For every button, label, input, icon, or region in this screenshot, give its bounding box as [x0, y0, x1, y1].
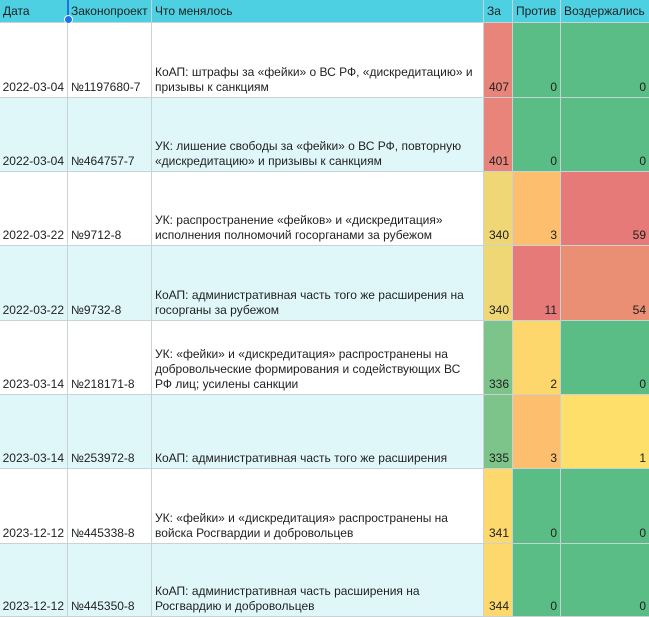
- date-cell[interactable]: 2022-03-22: [0, 172, 68, 246]
- header-vozd[interactable]: Воздержались: [561, 0, 649, 23]
- bill-cell[interactable]: №9712-8: [68, 172, 152, 246]
- table-row: 2022-03-22 №9712-8 УК: распространение «…: [0, 172, 649, 246]
- protiv-cell[interactable]: 2: [513, 321, 561, 395]
- date-cell[interactable]: 2022-03-04: [0, 23, 68, 98]
- table-row: 2023-03-14 №218171-8 УК: «фейки» и «диск…: [0, 321, 649, 395]
- table-row: 2023-12-12 №445338-8 УК: «фейки» и «диск…: [0, 469, 649, 544]
- za-cell[interactable]: 341: [484, 469, 513, 544]
- protiv-cell[interactable]: 0: [513, 98, 561, 172]
- bill-cell[interactable]: №253972-8: [68, 395, 152, 469]
- header-za[interactable]: За: [484, 0, 513, 23]
- za-cell[interactable]: 344: [484, 544, 513, 617]
- za-cell[interactable]: 335: [484, 395, 513, 469]
- bill-cell[interactable]: №218171-8: [68, 321, 152, 395]
- what-cell[interactable]: КоАП: административная часть того же рас…: [152, 395, 484, 469]
- bill-cell[interactable]: №445338-8: [68, 469, 152, 544]
- za-cell[interactable]: 407: [484, 23, 513, 98]
- vozd-cell[interactable]: 0: [561, 321, 649, 395]
- what-cell[interactable]: КоАП: административная часть того же рас…: [152, 246, 484, 321]
- za-cell[interactable]: 340: [484, 172, 513, 246]
- header-row: Дата Законопроект Что менялось За Против…: [0, 0, 649, 23]
- header-protiv[interactable]: Против: [513, 0, 561, 23]
- date-cell[interactable]: 2022-03-22: [0, 246, 68, 321]
- date-cell[interactable]: 2022-03-04: [0, 98, 68, 172]
- what-cell[interactable]: КоАП: штрафы за «фейки» о ВС РФ, «дискре…: [152, 23, 484, 98]
- protiv-cell[interactable]: 3: [513, 395, 561, 469]
- protiv-cell[interactable]: 11: [513, 246, 561, 321]
- za-cell[interactable]: 401: [484, 98, 513, 172]
- header-what[interactable]: Что менялось: [152, 0, 484, 23]
- date-cell[interactable]: 2023-03-14: [0, 395, 68, 469]
- what-cell[interactable]: УК: «фейки» и «дискредитация» распростра…: [152, 321, 484, 395]
- vozd-cell[interactable]: 54: [561, 246, 649, 321]
- vozd-cell[interactable]: 1: [561, 395, 649, 469]
- vozd-cell[interactable]: 59: [561, 172, 649, 246]
- za-cell[interactable]: 336: [484, 321, 513, 395]
- protiv-cell[interactable]: 0: [513, 469, 561, 544]
- protiv-cell[interactable]: 3: [513, 172, 561, 246]
- what-cell[interactable]: УК: «фейки» и «дискредитация» распростра…: [152, 469, 484, 544]
- what-cell[interactable]: УК: распространение «фейков» и «дискреди…: [152, 172, 484, 246]
- table-row: 2022-03-04 №1197680-7 КоАП: штрафы за «ф…: [0, 23, 649, 98]
- table-row: 2022-03-22 №9732-8 КоАП: административна…: [0, 246, 649, 321]
- table-row: 2022-03-04 №464757-7 УК: лишение свободы…: [0, 98, 649, 172]
- column-resize-handle[interactable]: [67, 0, 69, 18]
- header-bill[interactable]: Законопроект: [68, 0, 152, 23]
- date-cell[interactable]: 2023-12-12: [0, 544, 68, 617]
- za-cell[interactable]: 340: [484, 246, 513, 321]
- what-cell[interactable]: УК: лишение свободы за «фейки» о ВС РФ, …: [152, 98, 484, 172]
- header-date[interactable]: Дата: [0, 0, 68, 23]
- date-cell[interactable]: 2023-12-12: [0, 469, 68, 544]
- date-cell[interactable]: 2023-03-14: [0, 321, 68, 395]
- bill-cell[interactable]: №1197680-7: [68, 23, 152, 98]
- bill-cell[interactable]: №9732-8: [68, 246, 152, 321]
- bill-cell[interactable]: №445350-8: [68, 544, 152, 617]
- what-cell[interactable]: КоАП: административная часть расширения …: [152, 544, 484, 617]
- vozd-cell[interactable]: 0: [561, 544, 649, 617]
- table-row: 2023-03-14 №253972-8 КоАП: административ…: [0, 395, 649, 469]
- vozd-cell[interactable]: 0: [561, 23, 649, 98]
- protiv-cell[interactable]: 0: [513, 544, 561, 617]
- bill-cell[interactable]: №464757-7: [68, 98, 152, 172]
- vozd-cell[interactable]: 0: [561, 469, 649, 544]
- protiv-cell[interactable]: 0: [513, 23, 561, 98]
- vozd-cell[interactable]: 0: [561, 98, 649, 172]
- table-row: 2023-12-12 №445350-8 КоАП: административ…: [0, 544, 649, 617]
